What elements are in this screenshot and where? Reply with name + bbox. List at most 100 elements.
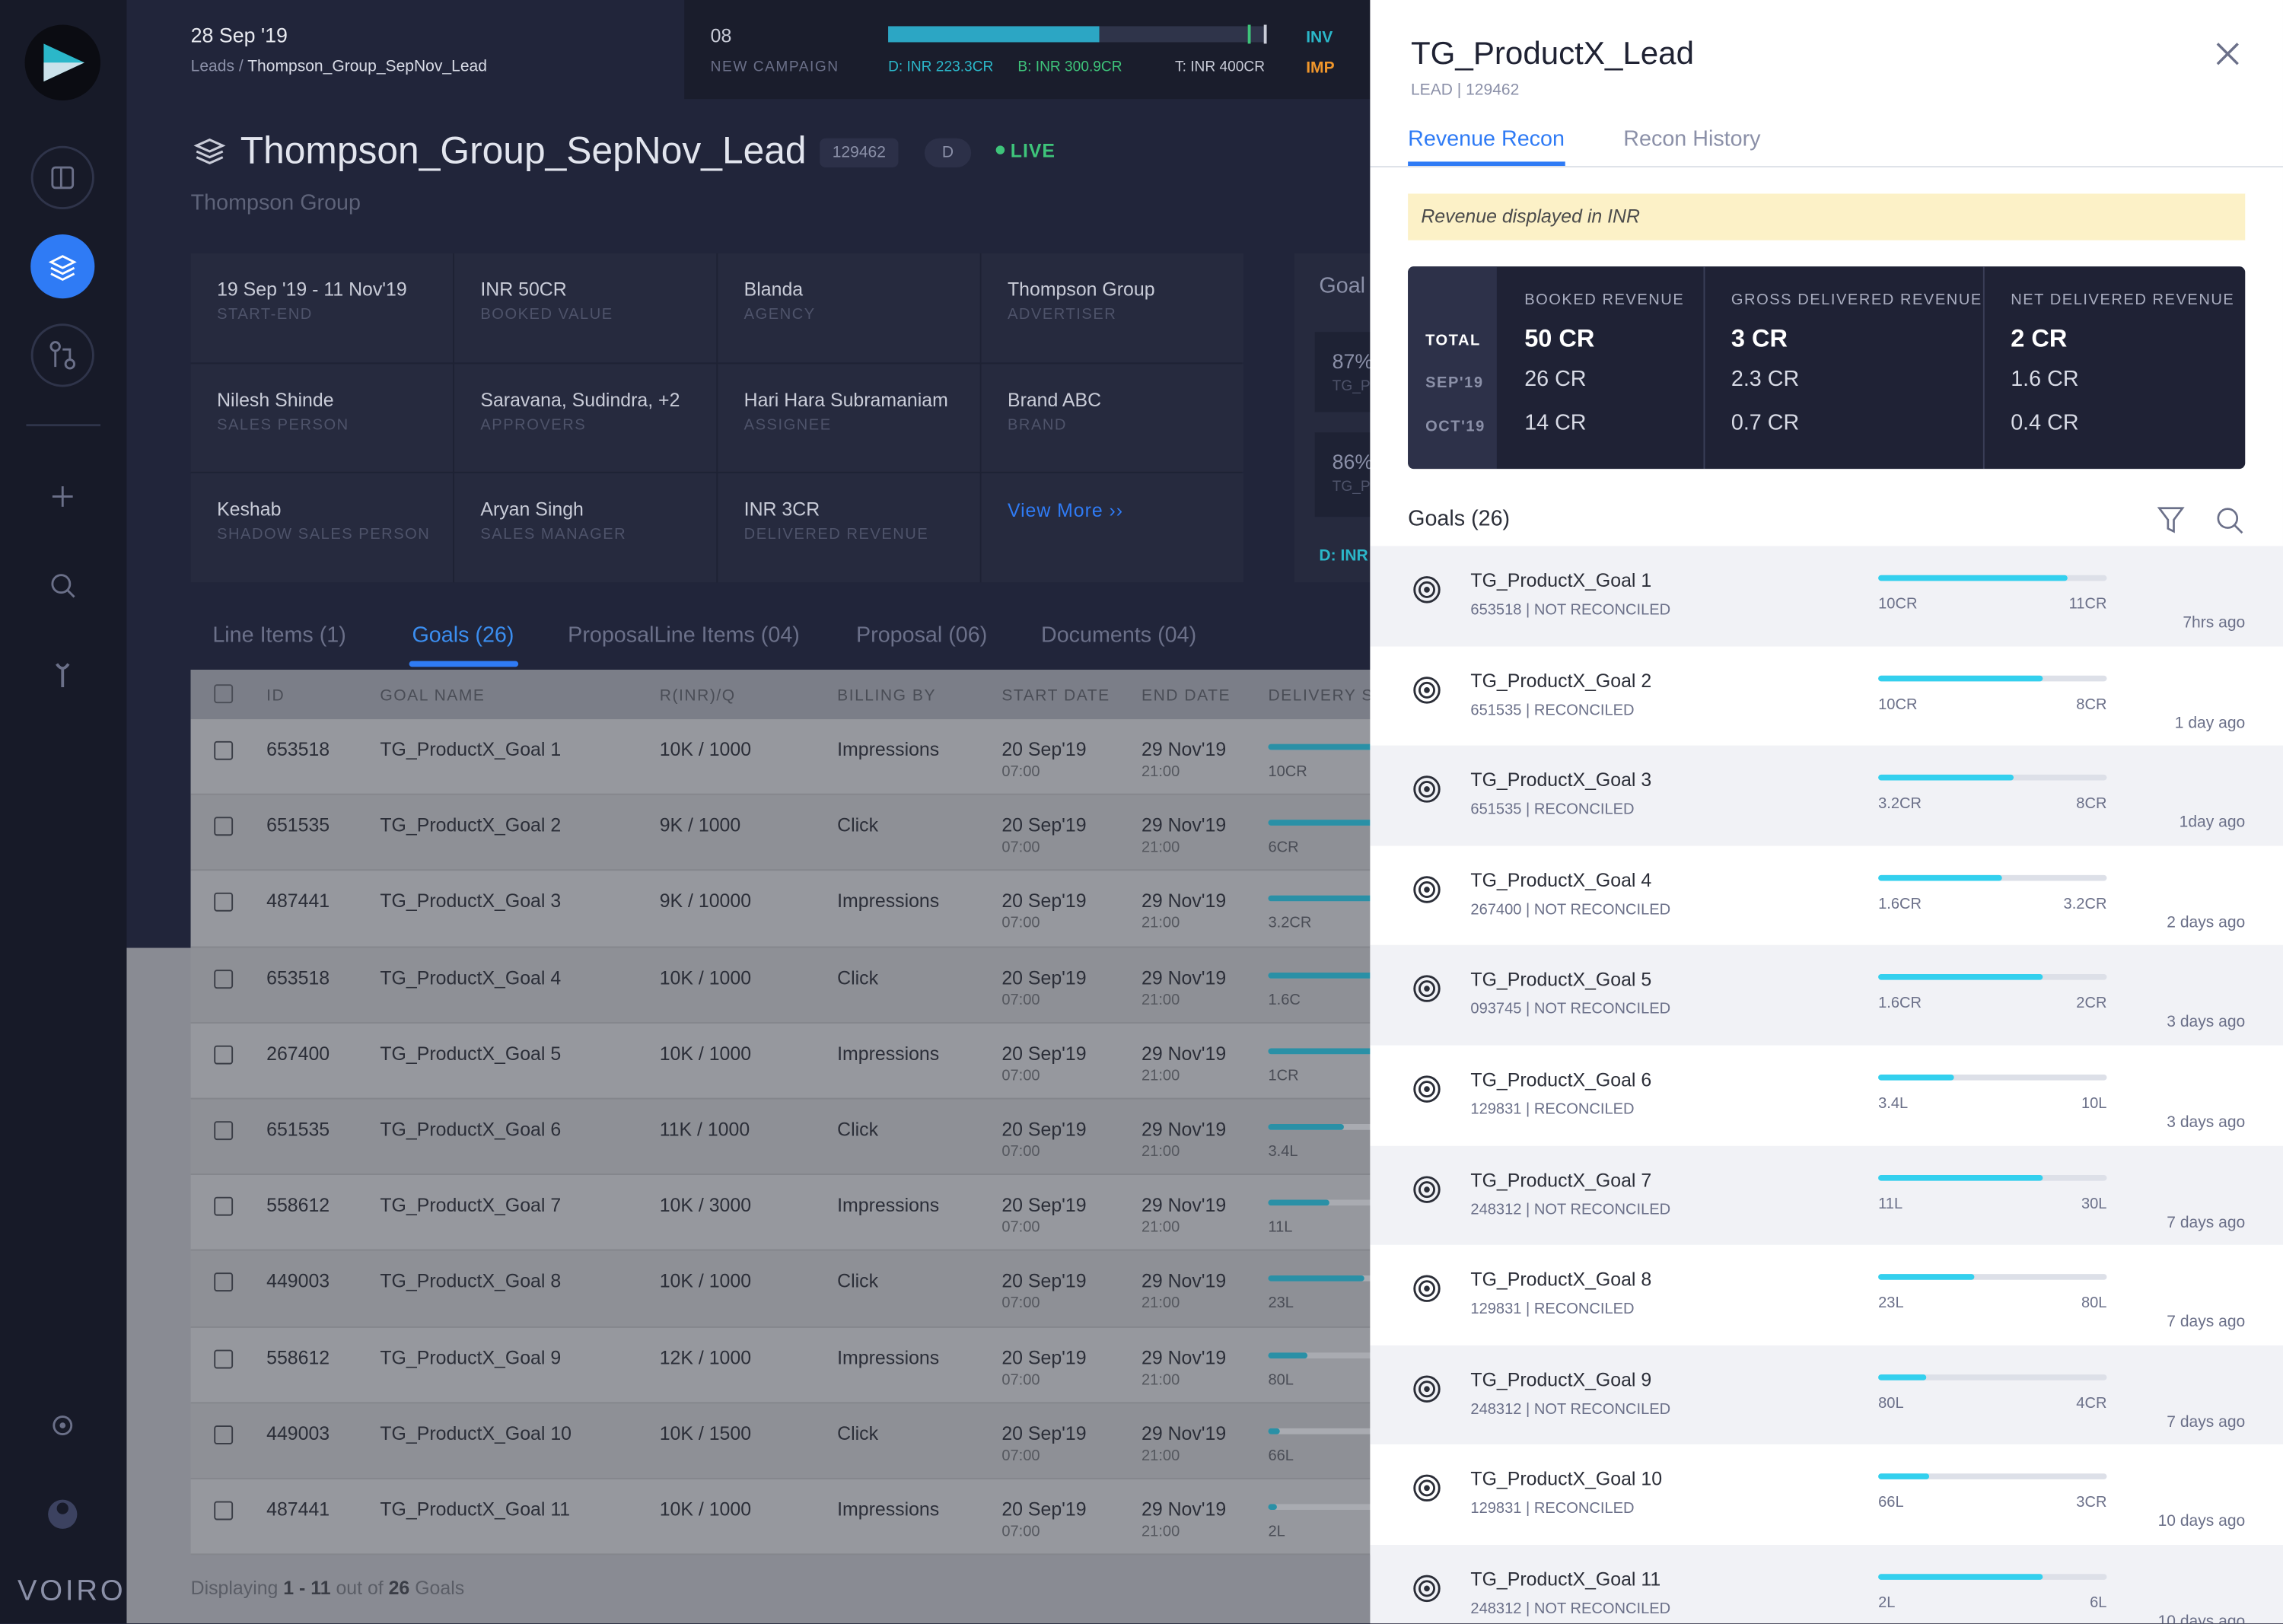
goal-item[interactable]: TG_ProductX_Goal 5 093745 | NOT RECONCILE… <box>1370 945 2283 1046</box>
progress-bar <box>1878 1174 2043 1180</box>
progress-bar <box>1878 1574 2043 1580</box>
progress-track <box>1878 1374 2107 1380</box>
goal-icon <box>1413 976 1441 1003</box>
progress-min: 66L <box>1878 1494 1904 1512</box>
tab[interactable]: Recon History <box>1623 126 1761 151</box>
delivered-label: 11L <box>1268 1218 1293 1237</box>
checkbox[interactable] <box>214 1501 234 1521</box>
goal-item[interactable]: TG_ProductX_Goal 9 248312 | NOT RECONCILE… <box>1370 1345 2283 1445</box>
delivered-label: 6CR <box>1268 839 1299 857</box>
tab[interactable]: ProposalLine Items (04) <box>568 623 800 648</box>
goal-rate: 10K / 1000 <box>659 1270 752 1292</box>
info-label: BRAND <box>1007 416 1067 434</box>
close-button[interactable] <box>2215 41 2243 70</box>
tab-active[interactable]: Goals (26) <box>412 623 514 648</box>
goal-billing: Impressions <box>837 1042 940 1065</box>
table-row: 558612 TG_ProductX_Goal 7 10K / 3000 Impres… <box>190 1175 1497 1252</box>
info-cell: INR 50CR BOOKED VALUE <box>454 253 717 362</box>
goal-name: TG_ProductX_Goal 3 <box>380 890 562 912</box>
breadcrumb-root[interactable]: Leads <box>190 58 235 76</box>
goal-meta: 248312 | NOT RECONCILED <box>1470 1400 1671 1419</box>
tab[interactable]: Proposal (06) <box>855 623 988 648</box>
checkbox[interactable] <box>214 684 234 704</box>
goal-item[interactable]: TG_ProductX_Goal 8 129831 | RECONCILED 23L… <box>1370 1245 2283 1345</box>
info-value: Aryan Singh <box>480 498 584 521</box>
start-date: 20 Sep'19 <box>1001 1042 1087 1065</box>
goal-name: TG_ProductX_Goal 6 <box>1470 1068 1652 1091</box>
checkbox[interactable] <box>214 1197 234 1216</box>
tab-active[interactable]: Revenue Recon <box>1408 126 1565 151</box>
checkbox[interactable] <box>214 1045 234 1065</box>
info-label: APPROVERS <box>480 416 587 434</box>
goal-meta: 651535 | RECONCILED <box>1470 801 1635 819</box>
start-date: 20 Sep'19 <box>1001 1345 1087 1368</box>
goal-meta: 651535 | RECONCILED <box>1470 701 1635 719</box>
goal-meta: 129831 | RECONCILED <box>1470 1300 1635 1318</box>
tab[interactable]: Documents (04) <box>1040 623 1197 648</box>
goals-heading: Goals (26) <box>1408 506 1511 532</box>
goal-item[interactable]: TG_ProductX_Goal 7 248312 | NOT RECONCILE… <box>1370 1145 2283 1246</box>
text: Displaying <box>190 1577 284 1599</box>
value: 223.3 <box>935 59 973 76</box>
campaign-booked: B: INR 300.9CR <box>1017 59 1122 75</box>
progress-bar <box>1268 1124 1344 1130</box>
goal-item[interactable]: TG_ProductX_Goal 6 129831 | RECONCILED 3.4… <box>1370 1045 2283 1145</box>
row-label: SEP'19 <box>1425 374 1484 392</box>
end-date: 29 Nov'19 <box>1141 1422 1227 1444</box>
goal-item[interactable]: TG_ProductX_Goal 4 267400 | NOT RECONCILE… <box>1370 845 2283 946</box>
info-cell: Nilesh Shinde SALES PERSON <box>190 363 454 472</box>
lead-badge: D <box>924 138 972 168</box>
table-header: ID GOAL NAME R(INR)/Q BILLING BY START DATE E… <box>190 670 1383 720</box>
progress-min: 2L <box>1878 1594 1896 1612</box>
progress-bar <box>1268 1275 1364 1282</box>
progress-bar <box>1878 1074 1954 1081</box>
progress-bar <box>1268 1199 1330 1206</box>
breadcrumb: Leads / Thompson_Group_SepNov_Lead <box>191 59 487 76</box>
checkbox[interactable] <box>214 1349 234 1368</box>
filter-button[interactable] <box>2157 507 2186 536</box>
goal-item[interactable]: TG_ProductX_Goal 10 129831 | RECONCILED 66… <box>1370 1444 2283 1545</box>
goal-item[interactable]: TG_ProductX_Goal 11 248312 | NOT RECONCIL… <box>1370 1544 2283 1624</box>
checkbox[interactable] <box>214 1425 234 1444</box>
delivered-label: 66L <box>1268 1447 1294 1465</box>
updated-time: 7hrs ago <box>2183 614 2246 632</box>
goal-name: TG_ProductX_Goal 11 <box>1470 1568 1661 1591</box>
checkbox[interactable] <box>214 969 234 989</box>
checkbox[interactable] <box>214 1272 234 1292</box>
end-time: 21:00 <box>1141 915 1180 933</box>
lead-title: Thompson_Group_SepNov_Lead <box>240 128 807 172</box>
count: 26 <box>388 1577 410 1599</box>
goal-item[interactable]: TG_ProductX_Goal 2 651535 | RECONCILED 10C… <box>1370 645 2283 746</box>
checkbox[interactable] <box>214 817 234 836</box>
view-more-link[interactable]: View More ›› <box>1007 499 1123 521</box>
row-label: TOTAL <box>1425 332 1481 350</box>
tab[interactable]: Line Items (1) <box>212 623 346 648</box>
goal-pct: 87% <box>1332 349 1374 373</box>
goal-meta: 248312 | NOT RECONCILED <box>1470 1600 1671 1618</box>
end-date: 29 Nov'19 <box>1141 1194 1227 1216</box>
breadcrumb-sep: / <box>238 58 244 76</box>
goal-summary-title: Goal <box>1319 273 1366 299</box>
checkbox[interactable] <box>214 893 234 912</box>
label: D: INR <box>888 59 932 76</box>
goal-item[interactable]: TG_ProductX_Goal 3 651535 | RECONCILED 3.2… <box>1370 745 2283 846</box>
progress-track <box>1878 1574 2107 1580</box>
lead-advertiser: Thompson Group <box>190 190 361 216</box>
info-cell: Saravana, Sudindra, +2 APPROVERS <box>454 363 717 472</box>
goal-item[interactable]: TG_ProductX_Goal 1 653518 | NOT RECONCILE… <box>1370 546 2283 646</box>
text: out of <box>330 1577 389 1599</box>
checkbox[interactable] <box>214 1121 234 1141</box>
info-cell: Hari Hara Subramaniam ASSIGNEE <box>718 363 980 472</box>
search-button[interactable] <box>2216 507 2245 536</box>
value: 400 <box>1219 59 1244 76</box>
goal-icon <box>1413 1175 1441 1203</box>
end-time: 21:00 <box>1141 1371 1180 1389</box>
campaign-bar-fill <box>888 26 1100 43</box>
info-label: SALES MANAGER <box>480 525 627 543</box>
updated-time: 7 days ago <box>2167 1413 2246 1431</box>
checkbox[interactable] <box>214 740 234 760</box>
goal-name: TG_ProductX_Goal 7 <box>1470 1168 1652 1191</box>
goal-name: TG_ProductX_Goal 1 <box>380 738 562 760</box>
table-row: 653518 TG_ProductX_Goal 4 10K / 1000 Click 2… <box>190 947 1497 1024</box>
